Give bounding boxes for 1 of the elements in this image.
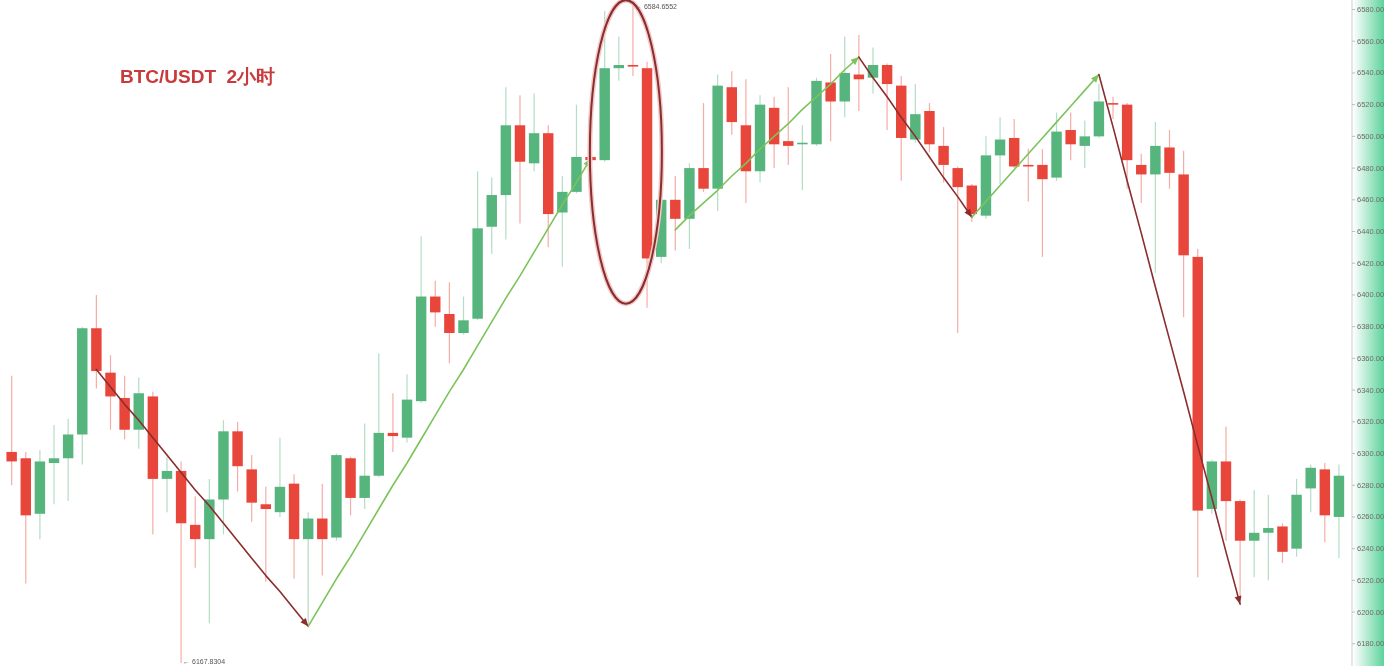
text: BTC/USDT 2小时 bbox=[120, 65, 276, 87]
